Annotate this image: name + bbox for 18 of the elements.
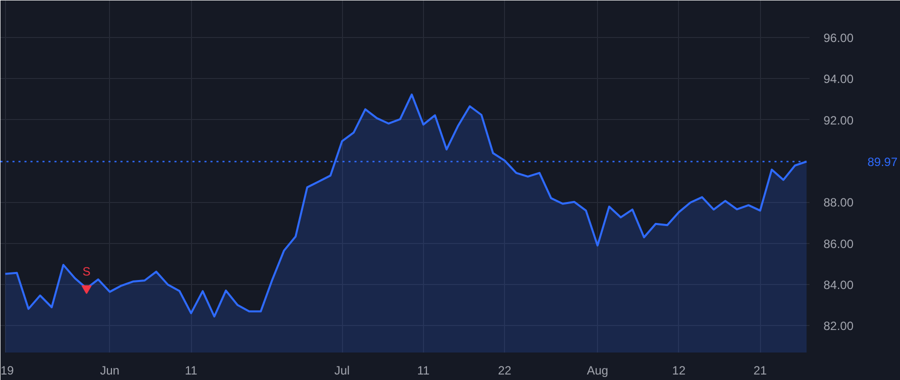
y-tick-label: 86.00 (824, 236, 854, 251)
y-tick-label: 88.00 (824, 196, 854, 210)
x-tick-label: 22 (498, 364, 512, 378)
x-tick-label: Aug (586, 364, 608, 378)
x-tick-label: 11 (417, 364, 430, 378)
x-tick-label: 21 (753, 364, 768, 378)
x-tick-label: Jul (334, 364, 350, 378)
y-tick-label: 82.00 (824, 319, 854, 334)
y-tick-label: 84.00 (824, 278, 854, 292)
annotation: S (82, 264, 91, 278)
ref-line-label: 89.97 (868, 155, 898, 170)
y-tick-label: 94.00 (824, 72, 854, 86)
x-tick-label: Jun (100, 364, 120, 378)
y-tick-label: 92.00 (824, 113, 854, 128)
x-tick-label: 19 (0, 364, 14, 378)
x-tick-label: 11 (184, 364, 198, 378)
x-tick-label: 12 (672, 364, 686, 378)
y-tick-label: 96.00 (824, 31, 854, 46)
